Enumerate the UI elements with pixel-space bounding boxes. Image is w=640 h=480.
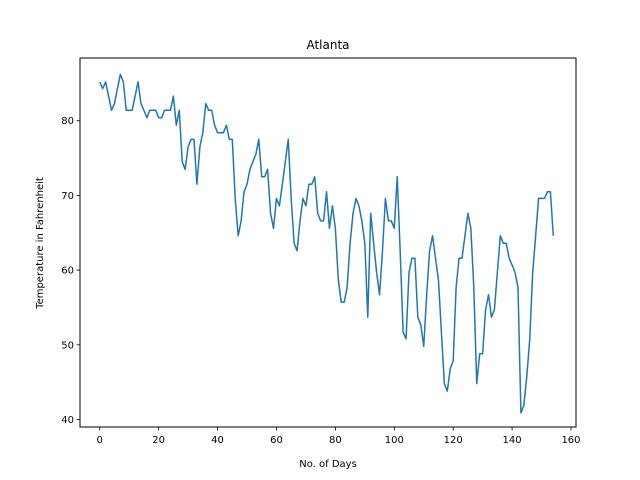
x-tick-label: 20 bbox=[152, 435, 165, 446]
plot-frame bbox=[79, 57, 577, 428]
plot-area bbox=[99, 73, 555, 414]
x-tick-label: 80 bbox=[329, 435, 342, 446]
y-tick-label: 70 bbox=[61, 191, 74, 202]
x-tick-label: 160 bbox=[561, 435, 580, 446]
y-tick-label: 40 bbox=[61, 415, 74, 426]
y-axis-ticks: 40 50 60 70 80 bbox=[61, 116, 80, 426]
y-tick-label: 50 bbox=[61, 340, 74, 351]
x-axis-label: No. of Days bbox=[299, 459, 357, 470]
y-tick-label: 80 bbox=[61, 116, 74, 127]
x-tick-label: 120 bbox=[444, 435, 463, 446]
x-tick-label: 140 bbox=[503, 435, 522, 446]
series-line-0 bbox=[99, 73, 555, 414]
x-axis-ticks: 0 20 40 60 80 100 120 140 160 bbox=[97, 427, 581, 446]
x-tick-label: 0 bbox=[97, 435, 103, 446]
x-tick-label: 60 bbox=[270, 435, 283, 446]
x-tick-label: 100 bbox=[385, 435, 404, 446]
y-axis-label: Temperature in Fahrenheit bbox=[35, 177, 46, 310]
chart-title: Atlanta bbox=[306, 38, 349, 52]
x-tick-label: 40 bbox=[211, 435, 224, 446]
y-tick-label: 60 bbox=[61, 266, 74, 277]
